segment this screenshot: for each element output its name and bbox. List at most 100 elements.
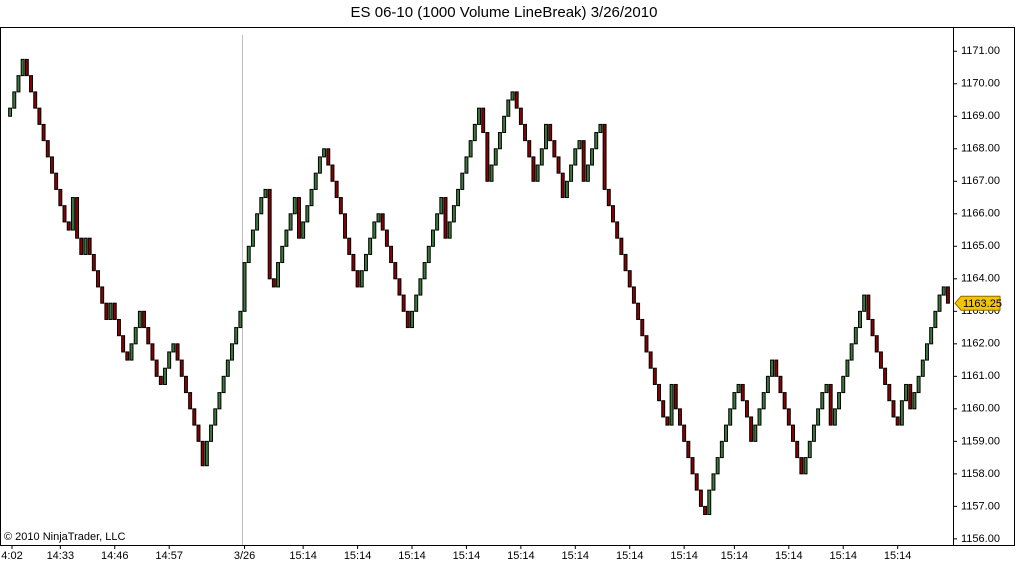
chart-title: ES 06-10 (1000 Volume LineBreak) 3/26/20… (351, 4, 658, 21)
y-tick-label: 1158.00 (961, 468, 1000, 480)
line-break-bar (108, 302, 113, 320)
line-break-bar (12, 91, 17, 109)
line-break-bar (929, 327, 934, 345)
y-tick-label: 1156.00 (961, 533, 1000, 545)
y-tick-label: 1159.00 (961, 435, 1000, 447)
line-break-bar (811, 424, 816, 442)
line-break-bar (464, 156, 469, 174)
line-break-bar (242, 262, 247, 312)
line-break-bar (824, 383, 829, 394)
line-break-bar (878, 351, 883, 369)
line-break-bar (636, 302, 641, 320)
line-break-bar (405, 310, 410, 329)
line-break-bar (288, 213, 293, 231)
line-break-bar (552, 140, 557, 158)
line-break-bar (481, 107, 486, 134)
line-break-bar (209, 424, 214, 442)
line-break-bar (845, 359, 850, 377)
line-break-bar (904, 383, 909, 402)
copyright: © 2010 NinjaTrader, LLC (4, 531, 125, 543)
line-break-bar (523, 123, 528, 142)
line-break-bar (933, 310, 938, 329)
line-break-bar (941, 286, 946, 296)
line-break-bar (317, 156, 322, 174)
line-break-bar (477, 107, 481, 125)
y-tick-label: 1170.00 (961, 78, 1000, 90)
line-break-bar (744, 400, 749, 418)
line-break-bar (142, 310, 147, 329)
line-break-bar (271, 278, 276, 288)
line-break-bar (606, 188, 611, 207)
line-break-bar (234, 327, 239, 345)
line-break-bar (163, 367, 167, 385)
line-break-bar (686, 440, 691, 459)
line-break-bar (719, 440, 724, 459)
line-break-bar (171, 343, 176, 353)
line-break-bar (820, 392, 825, 410)
x-tick-label: 15:14 (670, 550, 698, 562)
last-price-label: 1163.25 (963, 298, 1002, 310)
line-break-bar (359, 270, 364, 288)
line-break-bar (204, 440, 209, 467)
x-tick-label: 15:14 (507, 550, 535, 562)
line-break-bar (564, 180, 569, 199)
line-break-bar (87, 237, 92, 255)
x-tick-label: 15:14 (829, 550, 857, 562)
line-break-bar (343, 213, 347, 239)
line-break-bar (426, 245, 431, 264)
line-break-bar (665, 416, 670, 426)
y-tick-label: 1171.00 (961, 45, 1000, 57)
line-break-bar (577, 140, 582, 150)
line-break-bar (724, 424, 728, 442)
x-tick-label: 15:14 (775, 550, 803, 562)
line-break-bar (782, 392, 787, 410)
line-break-bar (384, 229, 389, 247)
line-break-bar (213, 408, 218, 426)
line-break-bar (29, 75, 33, 93)
y-tick-label: 1169.00 (961, 110, 1000, 122)
line-break-bar (615, 221, 620, 239)
line-break-bar (539, 148, 544, 166)
line-break-bar (326, 148, 331, 166)
line-break-bar (24, 58, 29, 77)
line-break-bar (439, 197, 444, 215)
line-break-bar (485, 132, 490, 182)
line-break-bar (230, 343, 234, 361)
line-break-bar (757, 408, 762, 426)
line-break-bar (45, 140, 50, 158)
line-break-bar (347, 237, 352, 255)
line-break-bar (623, 253, 628, 272)
line-break-bar (786, 408, 791, 426)
line-break-bar (753, 424, 758, 442)
line-break-bar (556, 156, 561, 174)
line-break-bar (690, 457, 695, 475)
line-break-bar (37, 107, 42, 125)
line-break-bar (338, 197, 343, 215)
line-break-bar (313, 172, 318, 190)
line-break-bar (372, 221, 377, 239)
line-break-bar (104, 302, 109, 320)
line-break-bar (640, 318, 645, 337)
line-break-bar (899, 400, 904, 426)
line-break-bar (816, 408, 821, 426)
line-break-bar (33, 91, 38, 109)
x-tick-label: 15:14 (453, 550, 481, 562)
line-break-bar (447, 221, 452, 239)
line-break-bar (908, 383, 913, 410)
line-break-bar (468, 140, 473, 158)
line-break-bar (179, 359, 184, 377)
line-break-bar (644, 335, 649, 353)
line-break-bar (841, 375, 846, 394)
line-break-bar (803, 457, 808, 475)
line-break-bar (736, 383, 741, 394)
last-price-box (954, 295, 1001, 311)
line-break-bar (16, 75, 21, 93)
line-break-bar (393, 262, 398, 280)
line-break-bar (96, 270, 100, 288)
line-break-bar (602, 123, 607, 190)
line-break-bar (196, 424, 201, 442)
line-break-bar (661, 400, 666, 418)
y-tick-label: 1165.00 (961, 240, 1000, 252)
line-break-bar (682, 424, 687, 442)
